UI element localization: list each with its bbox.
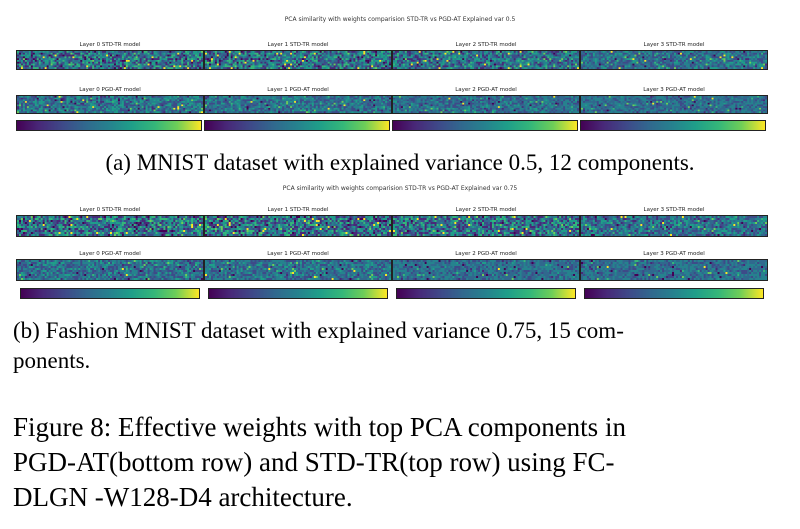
heatmap-label: Layer 2 PGD-AT model <box>455 251 517 257</box>
heatmap-b-pgd-layer2: Layer 2 PGD-AT model <box>392 251 580 281</box>
heatmap-a-std-layer3: Layer 3 STD-TR model <box>580 42 768 70</box>
heatmap-b-std-layer0: Layer 0 STD-TR model <box>16 207 204 237</box>
heatmap-image <box>16 215 204 237</box>
colorbar <box>584 288 764 299</box>
heatmap-image <box>392 259 580 281</box>
colorbar <box>204 120 390 131</box>
heatmap-label: Layer 0 STD-TR model <box>79 207 141 213</box>
subfigure-b: PCA similarity with weights comparision … <box>0 183 800 301</box>
heatmap-a-pgd-layer2: Layer 2 PGD-AT model <box>392 87 580 114</box>
heatmap-image <box>580 215 768 237</box>
heatmap-image <box>392 215 580 237</box>
heatmap-image <box>580 95 768 114</box>
heatmap-label: Layer 3 STD-TR model <box>643 42 705 48</box>
heatmap-image <box>580 50 768 70</box>
heatmap-b-pgd-layer1: Layer 1 PGD-AT model <box>204 251 392 281</box>
heatmap-label: Layer 2 STD-TR model <box>455 42 517 48</box>
heatmap-image <box>204 259 392 281</box>
heatmap-label: Layer 0 STD-TR model <box>79 42 141 48</box>
heatmap-image <box>16 259 204 281</box>
subfigure-a-suptitle: PCA similarity with weights comparision … <box>284 16 516 23</box>
heatmap-image <box>204 95 392 114</box>
colorbar <box>396 288 576 299</box>
heatmap-label: Layer 2 PGD-AT model <box>455 87 517 93</box>
heatmap-label: Layer 1 STD-TR model <box>267 207 329 213</box>
figure-caption-line3: DLGN -W128-D4 architecture. <box>13 482 353 512</box>
heatmap-label: Layer 1 PGD-AT model <box>267 251 329 257</box>
heatmap-a-pgd-layer1: Layer 1 PGD-AT model <box>204 87 392 114</box>
heatmap-label: Layer 1 STD-TR model <box>267 42 329 48</box>
heatmap-a-std-layer1: Layer 1 STD-TR model <box>204 42 392 70</box>
heatmap-label: Layer 2 STD-TR model <box>455 207 517 213</box>
colorbar <box>208 288 388 299</box>
heatmap-b-std-layer2: Layer 2 STD-TR model <box>392 207 580 237</box>
colorbar <box>580 120 766 131</box>
heatmap-image <box>204 50 392 70</box>
colorbar <box>20 288 200 299</box>
subfigure-b-suptitle: PCA similarity with weights comparision … <box>282 185 518 192</box>
heatmap-b-std-layer3: Layer 3 STD-TR model <box>580 207 768 237</box>
heatmap-label: Layer 1 PGD-AT model <box>267 87 329 93</box>
heatmap-image <box>392 50 580 70</box>
heatmap-image <box>580 259 768 281</box>
heatmap-label: Layer 3 PGD-AT model <box>643 87 705 93</box>
heatmap-label: Layer 0 PGD-AT model <box>79 251 141 257</box>
heatmap-label: Layer 3 STD-TR model <box>643 207 705 213</box>
heatmap-label: Layer 3 PGD-AT model <box>643 251 705 257</box>
figure-caption-line1: Figure 8: Effective weights with top PCA… <box>13 412 626 442</box>
heatmap-b-std-layer1: Layer 1 STD-TR model <box>204 207 392 237</box>
subfigure-b-caption-line1: (b) Fashion MNIST dataset with explained… <box>13 318 624 343</box>
heatmap-label: Layer 0 PGD-AT model <box>79 87 141 93</box>
heatmap-a-std-layer2: Layer 2 STD-TR model <box>392 42 580 70</box>
figure-caption-line2: PGD-AT(bottom row) and STD-TR(top row) u… <box>13 447 615 477</box>
heatmap-image <box>392 95 580 114</box>
heatmap-b-pgd-layer3: Layer 3 PGD-AT model <box>580 251 768 281</box>
heatmap-image <box>16 50 204 70</box>
colorbar <box>16 120 202 131</box>
heatmap-b-pgd-layer0: Layer 0 PGD-AT model <box>16 251 204 281</box>
heatmap-a-pgd-layer0: Layer 0 PGD-AT model <box>16 87 204 114</box>
subfigure-a: PCA similarity with weights comparision … <box>0 14 800 140</box>
heatmap-a-pgd-layer3: Layer 3 PGD-AT model <box>580 87 768 114</box>
heatmap-image <box>204 215 392 237</box>
subfigure-b-caption-line2: ponents. <box>13 348 91 373</box>
colorbar <box>392 120 578 131</box>
subfigure-a-caption: (a) MNIST dataset with explained varianc… <box>105 150 695 175</box>
heatmap-image <box>16 95 204 114</box>
heatmap-a-std-layer0: Layer 0 STD-TR model <box>16 42 204 70</box>
